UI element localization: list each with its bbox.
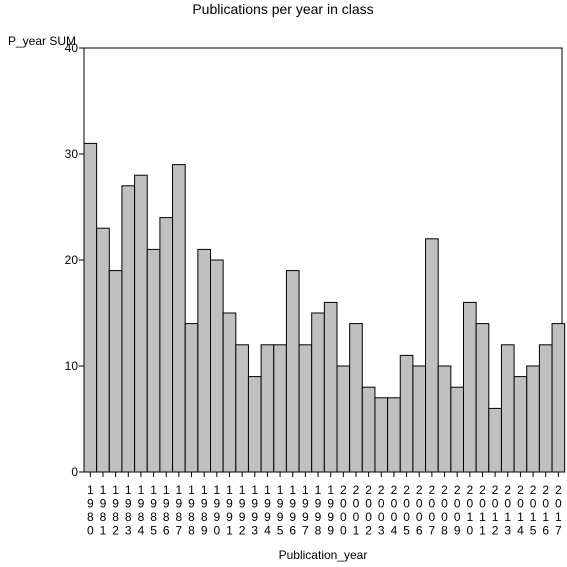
bar [463,301,477,473]
bar [247,376,262,473]
bars-group [83,142,566,473]
bar [96,227,110,473]
y-axis-label: P_year SUM [8,34,76,48]
bar [311,312,325,473]
bar [222,312,237,473]
bar [412,365,427,473]
bar [538,344,553,473]
bar [399,354,414,473]
chart-title: Publications per year in class [192,1,373,17]
bar [500,344,515,473]
bar [260,344,275,473]
bar [513,376,528,473]
bar [285,270,300,473]
bar [374,397,389,473]
bar [361,386,376,473]
bar [273,344,287,473]
x-axis-label: Publication_year [279,548,368,562]
bar [488,407,502,473]
y-tick-label: 20 [65,253,79,267]
bar [83,142,98,473]
bar [159,217,174,473]
bar [349,323,363,473]
bar [425,238,439,473]
bar [475,323,490,473]
bar [551,323,566,473]
bar [323,301,338,473]
y-axis: 0 10 20 30 40 [65,41,84,479]
bar [437,365,452,473]
y-tick-label: 40 [65,41,79,55]
bar [235,344,249,473]
bar [121,185,136,473]
y-tick-label: 10 [65,359,79,373]
bar [298,344,313,473]
bar [336,365,351,473]
bar [450,386,465,473]
bar [197,248,212,473]
y-tick-label: 30 [65,147,79,161]
bar [387,397,401,473]
bar [108,270,123,473]
bar [172,164,186,473]
x-axis: 1 9 8 0 1 9 8 1 1 9 8 2 1 9 8 3 1 9 8 4 1 9 8 5 1 9 8 6 1 9 8 7 1 9 8 8 1 9 8 9… [87,472,562,538]
bar [526,365,540,473]
y-tick-label: 0 [71,465,78,479]
bar [146,248,161,473]
bar [210,259,224,473]
bar [184,323,199,473]
bar [134,174,148,473]
